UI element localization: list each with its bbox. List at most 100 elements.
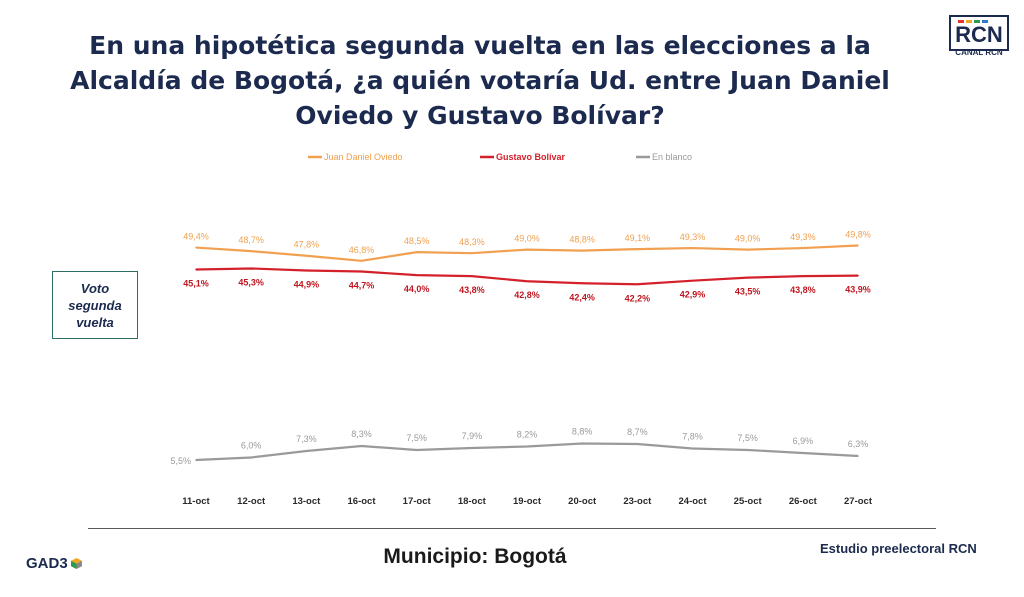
data-label: 44,9%: [294, 280, 320, 290]
data-point: [691, 279, 694, 282]
data-label: 45,1%: [183, 278, 209, 288]
legend-label-0: Juan Daniel Oviedo: [324, 152, 403, 162]
data-label: 49,8%: [845, 230, 871, 240]
data-point: [857, 274, 859, 277]
data-point: [857, 455, 859, 457]
data-label: 47,8%: [294, 240, 320, 250]
data-point: [636, 443, 639, 445]
data-point: [195, 459, 197, 461]
x-tick-label: 23-oct: [623, 496, 652, 507]
study-label: Estudio preelectoral RCN: [820, 541, 977, 556]
data-point: [691, 447, 694, 450]
x-tick-label: 24-oct: [679, 496, 708, 507]
x-tick-label: 20-oct: [568, 496, 597, 507]
data-label: 49,4%: [183, 232, 209, 242]
data-label: 44,7%: [349, 281, 375, 291]
chart-title: En una hipotética segunda vuelta en las …: [70, 31, 890, 130]
data-point: [581, 442, 583, 445]
data-label: 46,8%: [349, 245, 375, 255]
data-label: 8,8%: [572, 427, 593, 437]
data-label: 44,0%: [404, 284, 430, 294]
data-point: [857, 244, 859, 247]
data-point: [471, 275, 473, 277]
legend-label-1: Gustavo Bolívar: [496, 152, 566, 162]
data-label: 42,9%: [680, 290, 706, 300]
data-label: 48,3%: [459, 237, 485, 247]
x-tick-label: 18-oct: [458, 496, 487, 507]
data-point: [746, 449, 749, 451]
gad3-text: GAD3: [26, 555, 68, 572]
data-point: [581, 282, 583, 285]
data-label: 5,5%: [170, 456, 191, 466]
data-label: 8,2%: [517, 430, 538, 440]
data-label: 6,0%: [241, 441, 262, 451]
x-tick-label: 19-oct: [513, 496, 542, 507]
data-label: 7,8%: [682, 432, 703, 442]
logo-text: CANAL RCN: [955, 48, 1003, 57]
data-label: 6,9%: [793, 436, 814, 446]
data-point: [691, 247, 694, 249]
data-point: [195, 246, 197, 249]
x-tick-label: 13-oct: [292, 496, 321, 507]
data-point: [415, 251, 418, 253]
data-label: 43,8%: [790, 285, 816, 295]
x-tick-label: 27-oct: [844, 496, 873, 507]
data-point: [250, 250, 252, 252]
data-label: 43,5%: [735, 287, 761, 297]
data-point: [250, 456, 252, 459]
data-label: 43,8%: [459, 285, 485, 295]
data-label: 6,3%: [848, 439, 869, 449]
gad3-logo: GAD3: [26, 555, 82, 572]
data-point: [746, 248, 749, 251]
data-point: [636, 248, 639, 250]
svg-text:RCN: RCN: [955, 22, 1003, 47]
data-label: 42,2%: [625, 293, 651, 303]
data-point: [305, 269, 308, 272]
data-label: 48,7%: [238, 235, 264, 245]
data-point: [250, 267, 252, 270]
x-tick-label: 12-oct: [237, 496, 266, 507]
data-label: 42,4%: [569, 292, 595, 302]
x-tick-label: 16-oct: [348, 496, 377, 507]
rcn-logo-icon: RCN: [949, 15, 1009, 51]
x-tick-label: 26-oct: [789, 496, 818, 507]
municipio-label: Municipio: Bogotá: [383, 545, 567, 568]
data-label: 49,1%: [625, 233, 651, 243]
data-label: 7,9%: [462, 431, 483, 441]
data-point: [636, 283, 639, 286]
data-label: 8,7%: [627, 427, 648, 437]
data-point: [360, 445, 363, 447]
x-tick-label: 25-oct: [734, 496, 763, 507]
data-label: 7,5%: [737, 433, 758, 443]
data-label: 48,8%: [569, 235, 595, 245]
data-point: [360, 270, 363, 273]
data-point: [305, 450, 308, 452]
legend-label-2: En blanco: [652, 152, 692, 162]
data-point: [415, 274, 418, 276]
data-point: [360, 260, 363, 262]
data-point: [802, 247, 804, 249]
x-tick-label: 17-oct: [403, 496, 432, 507]
data-point: [415, 449, 418, 451]
data-label: 48,5%: [404, 236, 430, 246]
data-point: [581, 249, 583, 252]
data-label: 49,0%: [735, 234, 761, 244]
data-point: [526, 280, 528, 283]
data-label: 49,3%: [790, 232, 816, 242]
data-point: [802, 452, 804, 454]
cube-icon: [70, 558, 82, 569]
data-point: [305, 254, 308, 257]
data-label: 7,5%: [406, 433, 427, 443]
data-point: [526, 445, 528, 448]
data-label: 45,3%: [238, 277, 264, 287]
row-label-box: Voto segunda vuelta: [52, 271, 138, 339]
data-label: 43,9%: [845, 285, 871, 295]
data-point: [195, 268, 197, 271]
data-label: 8,3%: [351, 429, 372, 439]
data-label: 7,3%: [296, 434, 317, 444]
data-point: [471, 447, 473, 449]
data-label: 42,8%: [514, 290, 540, 300]
row-label: Voto segunda vuelta: [68, 280, 122, 330]
data-point: [471, 252, 473, 254]
